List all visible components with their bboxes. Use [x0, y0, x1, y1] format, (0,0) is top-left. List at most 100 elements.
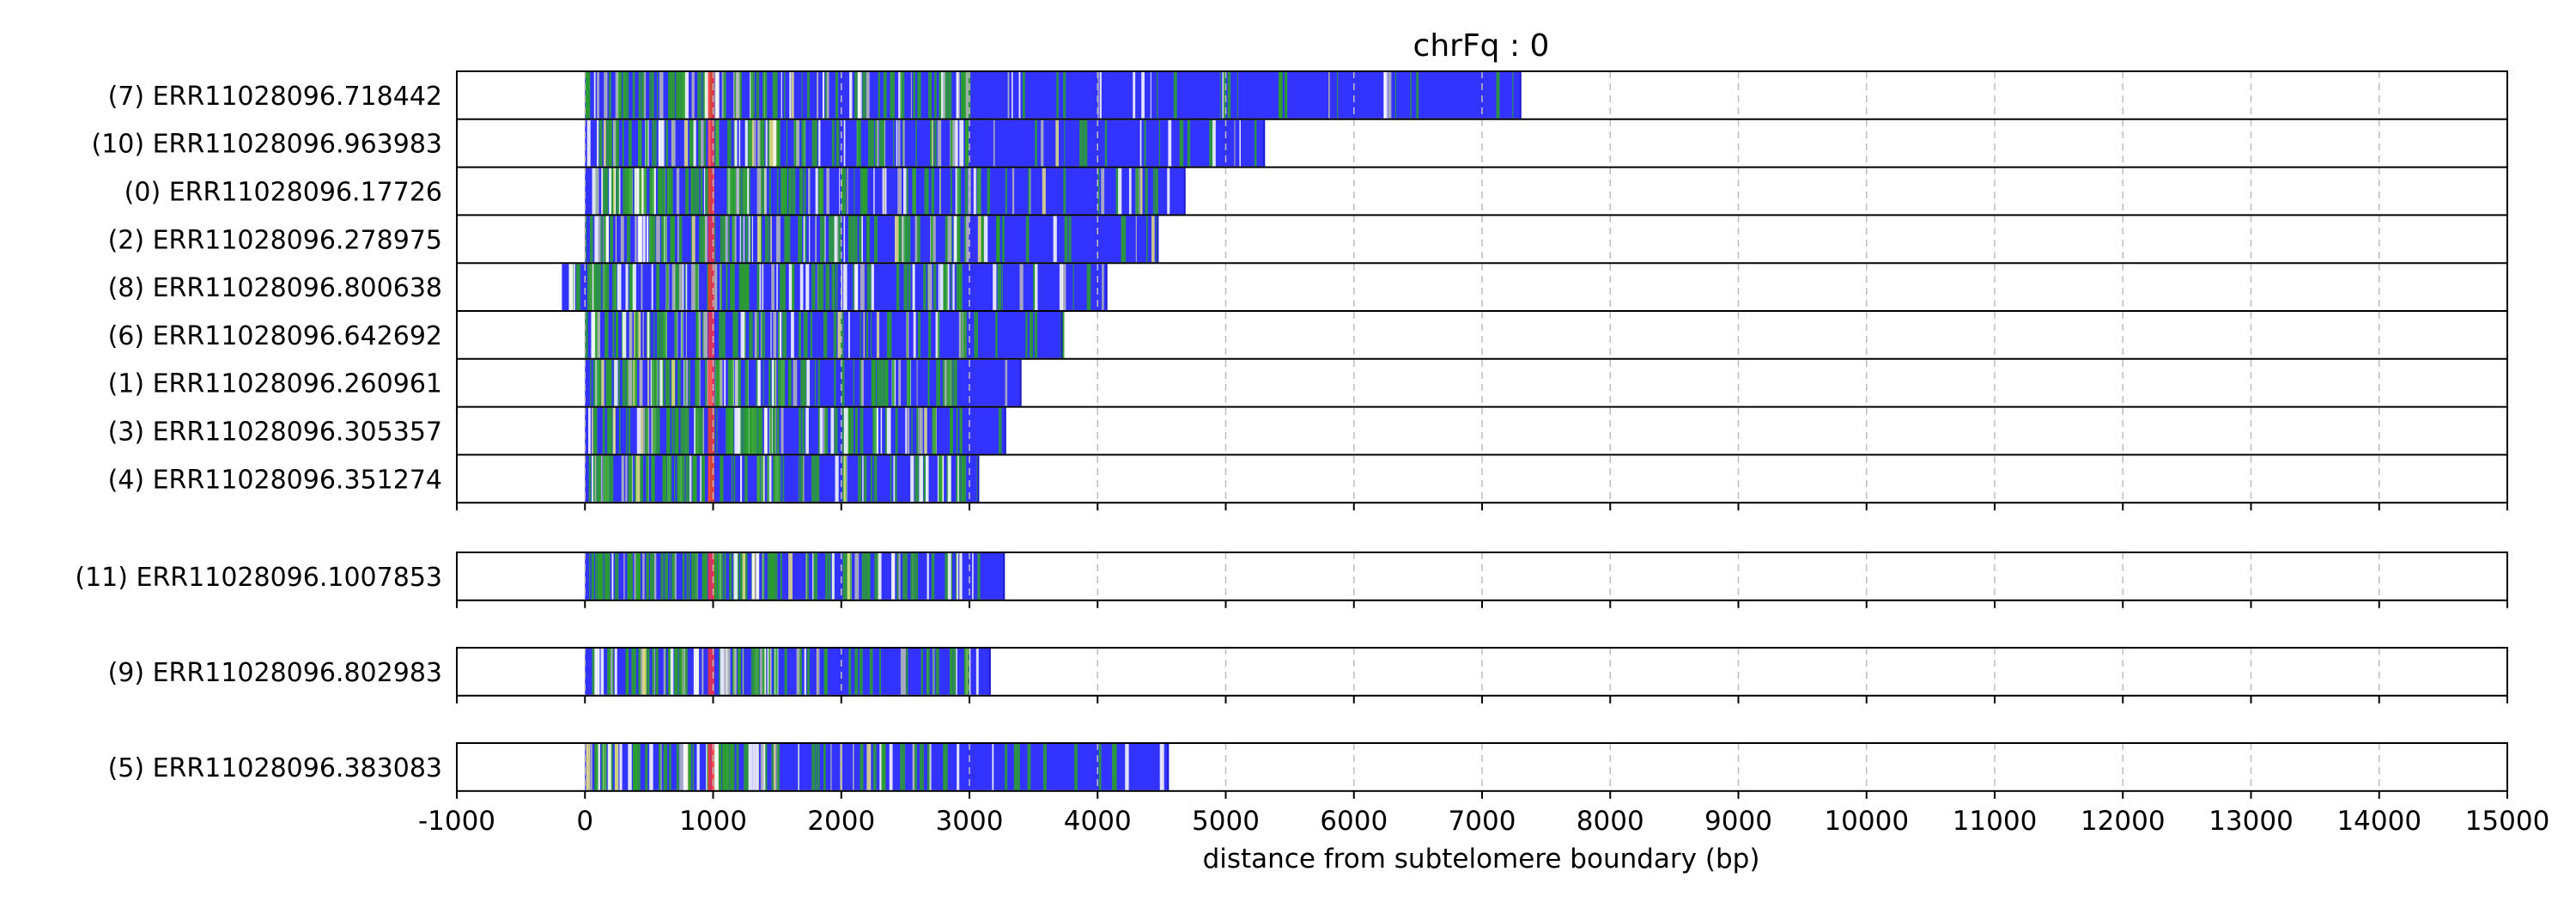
variant-mark	[877, 553, 882, 600]
variant-mark	[848, 649, 852, 695]
variant-mark	[614, 168, 617, 215]
variant-mark	[883, 72, 887, 119]
variant-mark	[597, 72, 599, 119]
variant-mark	[639, 168, 641, 215]
variant-mark	[1133, 72, 1136, 119]
variant-mark	[720, 553, 724, 600]
variant-mark	[889, 744, 893, 790]
variant-mark	[605, 312, 607, 358]
variant-mark	[663, 744, 668, 790]
variant-mark	[866, 72, 870, 119]
variant-mark	[602, 264, 605, 310]
variant-mark	[791, 312, 794, 358]
variant-mark	[638, 72, 641, 119]
variant-mark	[993, 264, 997, 310]
variant-mark	[628, 553, 630, 600]
variant-mark	[659, 359, 663, 406]
variant-mark	[951, 407, 953, 454]
variant-mark	[669, 744, 671, 790]
variant-mark	[748, 216, 750, 263]
variant-mark	[787, 359, 791, 406]
variant-mark	[800, 455, 803, 503]
variant-mark	[873, 455, 878, 503]
x-tick-label: 1000	[679, 806, 747, 837]
variant-mark	[763, 72, 768, 119]
variant-mark	[627, 553, 629, 600]
variant-mark	[677, 216, 679, 263]
variant-mark	[919, 455, 924, 503]
variant-mark	[1512, 72, 1514, 119]
variant-mark	[735, 553, 738, 600]
variant-mark	[621, 312, 623, 358]
variant-mark	[777, 312, 781, 358]
variant-mark	[799, 168, 801, 215]
read-bar	[585, 119, 1265, 167]
variant-mark	[693, 649, 698, 695]
variant-mark	[633, 649, 636, 695]
variant-mark	[974, 312, 978, 358]
variant-mark	[707, 744, 709, 790]
variant-mark	[673, 72, 676, 119]
variant-mark	[628, 119, 632, 167]
variant-mark	[683, 119, 689, 167]
variant-mark	[615, 553, 617, 600]
variant-mark	[1003, 216, 1005, 263]
variant-mark	[738, 264, 743, 310]
variant-mark	[935, 649, 939, 695]
variant-mark	[651, 455, 654, 503]
variant-mark	[1086, 264, 1091, 310]
variant-mark	[879, 649, 882, 695]
variant-mark	[1042, 744, 1047, 790]
variant-mark	[759, 407, 763, 454]
variant-mark	[847, 407, 851, 454]
variant-mark	[626, 72, 629, 119]
variant-mark	[653, 119, 656, 167]
variant-mark	[625, 264, 629, 310]
variant-mark	[773, 312, 777, 358]
variant-mark	[725, 649, 728, 695]
variant-mark	[647, 359, 649, 406]
variant-mark	[616, 553, 619, 600]
variant-mark	[913, 72, 915, 119]
variant-mark	[906, 553, 908, 600]
variant-mark	[726, 407, 729, 454]
variant-mark	[679, 744, 683, 790]
variant-mark	[843, 553, 848, 600]
variant-mark	[992, 744, 994, 790]
variant-mark	[1179, 119, 1182, 167]
variant-mark	[703, 216, 708, 263]
variant-mark	[1284, 72, 1288, 119]
variant-mark	[811, 264, 816, 310]
variant-mark	[1022, 72, 1025, 119]
variant-mark	[668, 649, 672, 695]
variant-mark	[835, 264, 838, 310]
variant-mark	[638, 649, 641, 695]
variant-mark	[945, 553, 950, 600]
variant-mark	[910, 455, 914, 503]
variant-mark	[832, 216, 835, 263]
variant-mark	[676, 407, 679, 454]
read-label: (1) ERR11028096.260961	[108, 369, 442, 399]
variant-mark	[615, 72, 620, 119]
variant-mark	[807, 168, 811, 215]
variant-mark	[976, 455, 979, 503]
panel: (11) ERR11028096.1007853	[75, 552, 2508, 608]
variant-mark	[960, 72, 963, 119]
variant-mark	[871, 312, 872, 358]
variant-mark	[824, 744, 826, 790]
variant-mark	[772, 119, 776, 167]
variant-mark	[858, 455, 862, 503]
variant-mark	[662, 312, 665, 358]
variant-mark	[586, 119, 591, 167]
variant-mark	[926, 168, 929, 215]
chart-title: chrFq : 0	[1413, 28, 1550, 64]
variant-mark	[608, 119, 611, 167]
variant-mark	[732, 359, 734, 406]
variant-mark	[938, 264, 940, 310]
variant-mark	[895, 455, 897, 503]
variant-mark	[843, 455, 847, 503]
variant-mark	[600, 216, 603, 263]
variant-mark	[901, 216, 903, 263]
variant-mark	[642, 649, 647, 695]
variant-mark	[623, 553, 625, 600]
